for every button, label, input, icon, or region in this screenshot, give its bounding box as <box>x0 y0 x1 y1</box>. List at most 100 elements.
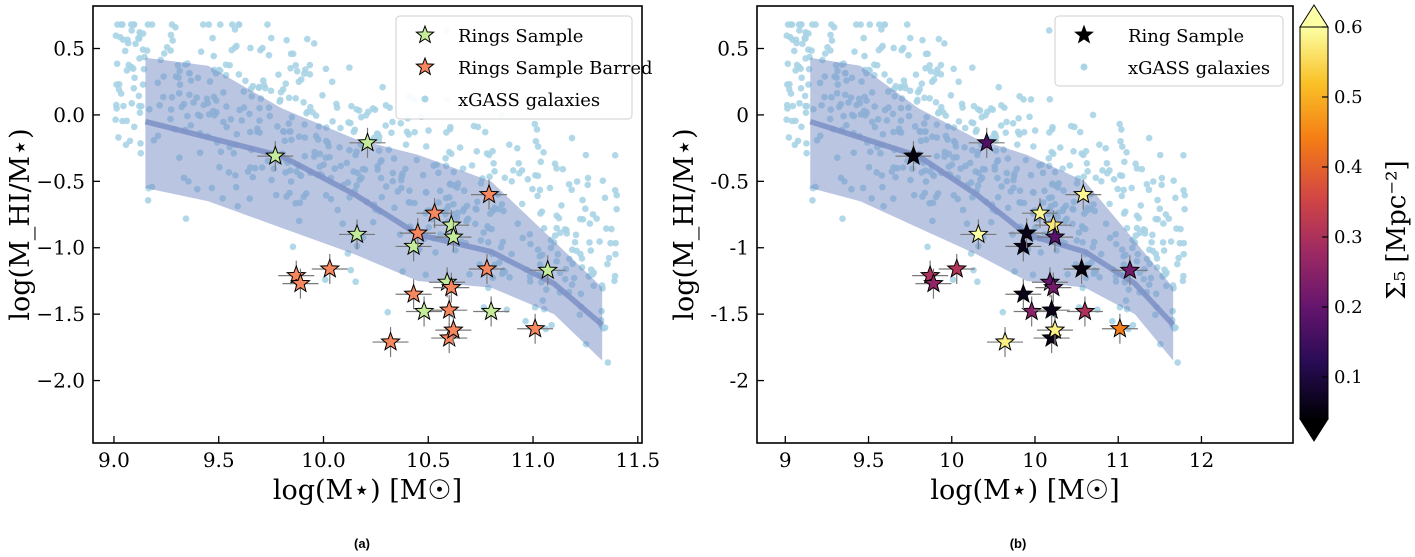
x-axis-label-a: log(M⋆) [M☉] <box>273 475 462 506</box>
xgass-point <box>1045 210 1052 218</box>
xgass-point <box>1096 273 1103 281</box>
xgass-point <box>808 47 815 54</box>
xgass-point <box>154 79 162 87</box>
xgass-point <box>792 67 799 74</box>
xgass-point <box>1135 214 1143 222</box>
xgass-point <box>337 162 345 170</box>
star-marker <box>438 299 460 320</box>
xgass-point <box>881 21 889 28</box>
xgass-point <box>784 60 792 68</box>
star-marker <box>1042 214 1064 234</box>
xgass-point <box>515 159 523 167</box>
xgass-point <box>390 155 398 162</box>
xgass-point <box>1045 154 1053 162</box>
xgass-point <box>989 106 997 113</box>
xgass-point <box>1013 165 1021 173</box>
xgass-point <box>866 148 874 156</box>
xgass-point <box>920 120 928 127</box>
xgass-point <box>1162 211 1170 218</box>
xgass-point <box>1070 147 1077 155</box>
xgass-point <box>1091 207 1099 215</box>
xgass-point <box>256 117 263 124</box>
star-marker <box>1044 319 1066 339</box>
star-marker <box>319 258 341 278</box>
xgass-point <box>337 124 344 132</box>
star-marker <box>1016 222 1038 242</box>
xgass-point <box>402 165 409 173</box>
xgass-point <box>783 116 790 124</box>
xgass-point <box>1099 167 1106 174</box>
xgass-point <box>568 134 576 142</box>
xgass-point <box>176 67 183 75</box>
xgass-point <box>347 266 355 274</box>
xgass-point <box>1027 171 1035 179</box>
xgass-point <box>187 77 195 84</box>
xgass-point <box>113 81 120 88</box>
xgass-point <box>136 102 143 110</box>
xgass-point <box>890 85 898 93</box>
xgass-point <box>1174 359 1181 366</box>
xgass-point <box>319 92 326 99</box>
xgass-point <box>540 305 548 313</box>
xgass-point <box>247 85 255 93</box>
xgass-point <box>1039 199 1047 206</box>
star-marker <box>946 258 968 278</box>
xgass-point <box>233 130 241 138</box>
xgass-point <box>991 166 999 173</box>
xgass-point <box>209 107 217 115</box>
xgass-point <box>586 220 594 227</box>
xgass-point <box>903 21 911 28</box>
xgass-point <box>852 21 860 28</box>
xgass-point <box>1149 178 1157 185</box>
xgass-point <box>1062 218 1069 225</box>
xgass-point <box>799 40 806 48</box>
xgass-point <box>1097 250 1105 258</box>
xgass-point <box>391 204 398 212</box>
xgass-point <box>178 103 185 111</box>
xgass-point <box>974 148 982 155</box>
xgass-point <box>1152 290 1160 298</box>
xgass-point <box>1059 165 1066 172</box>
xgass-point <box>425 224 433 231</box>
xgass-point <box>242 77 249 85</box>
xgass-point <box>450 200 457 208</box>
xgass-point <box>907 176 914 184</box>
xgass-point <box>1003 177 1011 185</box>
xgass-point <box>899 164 907 171</box>
xgass-point <box>1163 282 1170 290</box>
xgass-point <box>460 187 468 194</box>
xgass-point <box>1121 208 1129 215</box>
xgass-point <box>231 26 239 33</box>
xgass-point <box>944 123 952 130</box>
xgass-point <box>190 99 197 106</box>
xgass-point <box>473 198 481 206</box>
xgass-point <box>970 266 977 274</box>
xgass-point <box>1179 277 1187 285</box>
xgass-point <box>994 174 1001 182</box>
xgass-point <box>186 69 193 77</box>
plot-area-a <box>112 21 621 366</box>
xgass-point <box>321 276 329 284</box>
xgass-point <box>128 99 136 107</box>
xgass-point <box>306 61 314 69</box>
xgass-point <box>868 118 876 126</box>
xgass-point <box>497 243 505 251</box>
xgass-point <box>196 149 204 157</box>
star-marker <box>1029 202 1051 223</box>
xgass-point <box>430 162 437 169</box>
xgass-point <box>1118 126 1125 133</box>
xgass-point <box>1026 113 1033 121</box>
x-tick-label: 12 <box>1189 448 1214 472</box>
star-marker <box>968 223 989 244</box>
median-line <box>144 118 604 327</box>
xgass-point <box>992 147 1000 154</box>
xgass-point <box>186 91 193 99</box>
xgass-point <box>991 131 999 138</box>
xgass-point <box>1022 156 1030 164</box>
xgass-point <box>954 195 962 203</box>
star-marker <box>480 300 502 321</box>
xgass-point <box>136 55 143 62</box>
xgass-point <box>590 269 598 276</box>
xgass-point <box>959 206 967 214</box>
x-tick-label: 11.5 <box>616 448 661 472</box>
